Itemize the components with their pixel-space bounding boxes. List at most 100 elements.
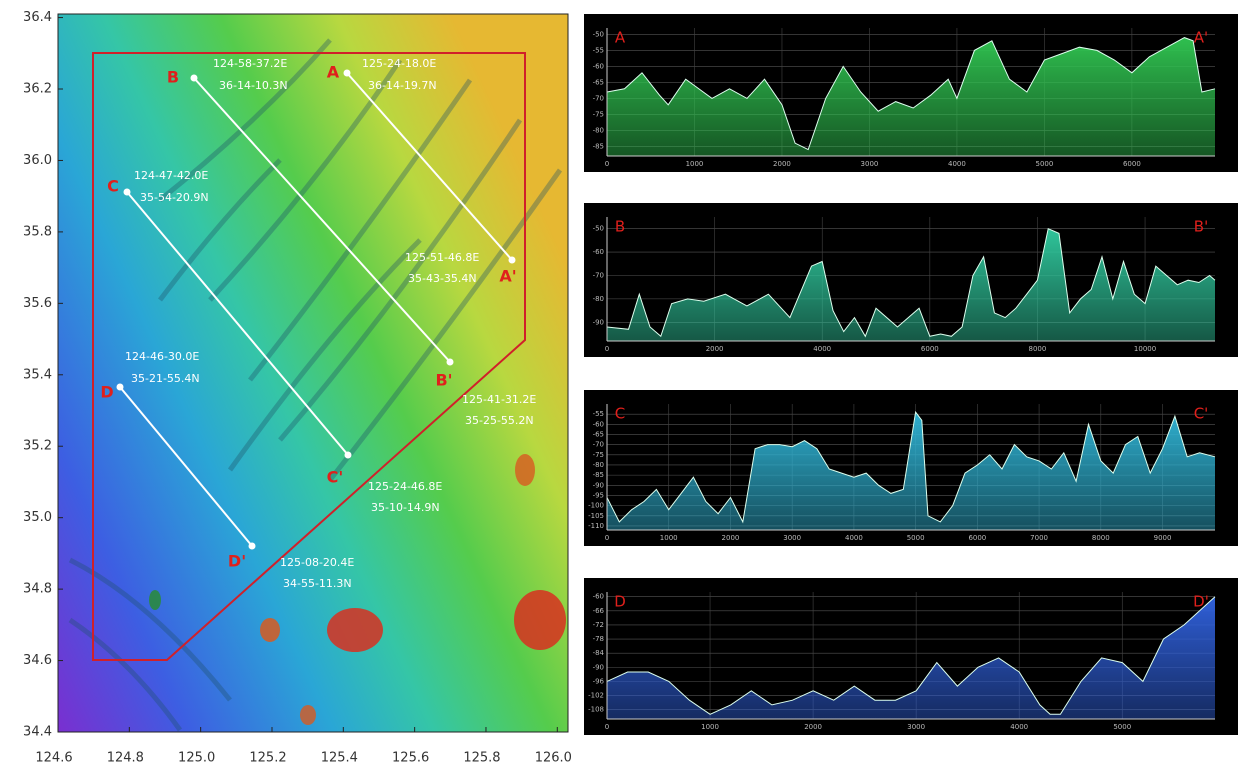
x-tick-label: 1000 bbox=[701, 723, 719, 731]
end-label: A' bbox=[499, 267, 516, 286]
end-label: D' bbox=[228, 552, 246, 571]
profile-end-label: A' bbox=[1194, 29, 1208, 47]
profile-end bbox=[447, 359, 454, 366]
y-tick-label: 36.0 bbox=[23, 153, 52, 168]
x-tick-label: 0 bbox=[605, 160, 609, 168]
x-tick-label: 7000 bbox=[1030, 534, 1048, 542]
start-lat: 36-14-10.3N bbox=[219, 79, 288, 92]
x-tick-label: 1000 bbox=[660, 534, 678, 542]
x-tick-label: 125.0 bbox=[178, 751, 215, 766]
y-tick-label: -65 bbox=[593, 430, 604, 438]
x-tick-label: 6000 bbox=[921, 345, 939, 353]
x-tick-label: 4000 bbox=[948, 160, 966, 168]
start-label: A bbox=[327, 63, 340, 82]
seamount bbox=[300, 705, 316, 725]
y-tick-label: -60 bbox=[593, 62, 604, 70]
x-tick-label: 8000 bbox=[1092, 534, 1110, 542]
y-tick-label: -60 bbox=[593, 248, 604, 256]
start-lon: 124-47-42.0E bbox=[134, 169, 208, 182]
y-tick-label: -72 bbox=[593, 621, 604, 629]
y-tick-label: -66 bbox=[593, 607, 605, 615]
y-tick-label: 34.6 bbox=[23, 653, 52, 668]
x-tick-label: 124.8 bbox=[107, 751, 144, 766]
end-lat: 35-10-14.9N bbox=[371, 501, 440, 514]
x-tick-label: 0 bbox=[605, 345, 609, 353]
x-tick-label: 124.6 bbox=[35, 751, 72, 766]
x-tick-label: 4000 bbox=[813, 345, 831, 353]
y-tick-label: -105 bbox=[588, 512, 604, 520]
y-tick-label: -60 bbox=[593, 420, 604, 428]
x-tick-label: 3000 bbox=[783, 534, 801, 542]
y-tick-label: -60 bbox=[593, 593, 604, 601]
y-tick-label: -55 bbox=[593, 410, 604, 418]
end-lon: 125-41-31.2E bbox=[462, 393, 536, 406]
y-tick-label: 35.8 bbox=[23, 224, 52, 239]
start-lat: 36-14-19.7N bbox=[368, 79, 437, 92]
x-tick-label: 2000 bbox=[773, 160, 791, 168]
profile-end-label: D' bbox=[1193, 593, 1209, 611]
profile-start-label: B bbox=[615, 218, 625, 236]
x-tick-label: 0 bbox=[605, 534, 609, 542]
y-tick-label: 35.0 bbox=[23, 510, 52, 525]
profile-start bbox=[344, 70, 351, 77]
y-tick-label: 34.4 bbox=[23, 725, 52, 740]
x-tick-label: 5000 bbox=[1035, 160, 1053, 168]
y-tick-label: -108 bbox=[588, 706, 604, 714]
x-tick-label: 125.6 bbox=[392, 751, 429, 766]
start-label: D bbox=[100, 383, 113, 402]
y-tick-label: -70 bbox=[593, 441, 604, 449]
end-lon: 125-08-20.4E bbox=[280, 556, 354, 569]
seamount bbox=[260, 618, 280, 642]
profile-start bbox=[117, 384, 124, 391]
profile-start bbox=[191, 75, 198, 82]
profile-end-label: C' bbox=[1194, 405, 1209, 423]
y-tick-label: -90 bbox=[593, 663, 604, 671]
x-tick-label: 5000 bbox=[907, 534, 925, 542]
profile-start-label: C bbox=[615, 405, 625, 423]
y-tick-label: -95 bbox=[593, 491, 604, 499]
y-tick-label: -78 bbox=[593, 635, 604, 643]
start-lon: 124-46-30.0E bbox=[125, 350, 199, 363]
x-tick-label: 3000 bbox=[907, 723, 925, 731]
x-tick-label: 2000 bbox=[804, 723, 822, 731]
y-tick-label: -100 bbox=[588, 502, 604, 510]
figure: 124.6124.8125.0125.2125.4125.6125.8126.0… bbox=[0, 0, 1244, 767]
x-tick-label: 4000 bbox=[1010, 723, 1028, 731]
x-tick-label: 4000 bbox=[845, 534, 863, 542]
y-tick-label: 35.4 bbox=[23, 367, 52, 382]
x-tick-label: 6000 bbox=[968, 534, 986, 542]
y-tick-label: -84 bbox=[593, 649, 605, 657]
y-tick-label: -75 bbox=[593, 451, 604, 459]
y-tick-label: 34.8 bbox=[23, 582, 52, 597]
profile-end bbox=[249, 543, 256, 550]
y-tick-label: -80 bbox=[593, 295, 604, 303]
y-tick-label: -70 bbox=[593, 94, 604, 102]
end-label: C' bbox=[327, 468, 344, 487]
x-tick-label: 8000 bbox=[1029, 345, 1047, 353]
x-tick-label: 125.2 bbox=[249, 751, 286, 766]
start-label: C bbox=[107, 177, 119, 196]
x-tick-label: 3000 bbox=[861, 160, 879, 168]
page: {"map":{"xlim":[124.6,126.03],"ylim":[34… bbox=[0, 0, 1244, 767]
start-lat: 35-21-55.4N bbox=[131, 372, 200, 385]
seamount bbox=[149, 590, 161, 610]
y-tick-label: 36.2 bbox=[23, 82, 52, 97]
x-tick-label: 6000 bbox=[1123, 160, 1141, 168]
x-tick-label: 2000 bbox=[722, 534, 740, 542]
end-lat: 35-43-35.4N bbox=[408, 272, 477, 285]
start-lon: 125-24-18.0E bbox=[362, 57, 436, 70]
y-tick-label: -90 bbox=[593, 481, 604, 489]
end-lon: 125-51-46.8E bbox=[405, 251, 479, 264]
profile-start-label: D bbox=[614, 593, 626, 611]
y-tick-label: -80 bbox=[593, 461, 604, 469]
profile-start-label: A bbox=[615, 29, 626, 47]
profile-end bbox=[509, 257, 516, 264]
seamount bbox=[327, 608, 383, 652]
y-tick-label: -50 bbox=[593, 225, 604, 233]
profile-start bbox=[124, 189, 131, 196]
end-lon: 125-24-46.8E bbox=[368, 480, 442, 493]
y-tick-label: 35.2 bbox=[23, 439, 52, 454]
x-tick-label: 10000 bbox=[1134, 345, 1156, 353]
start-lat: 35-54-20.9N bbox=[140, 191, 209, 204]
y-tick-label: -55 bbox=[593, 46, 604, 54]
